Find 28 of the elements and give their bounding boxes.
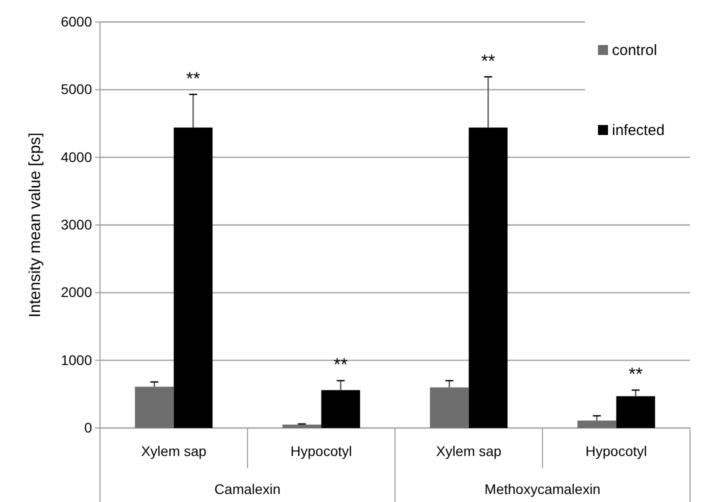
bar — [430, 387, 469, 428]
y-tick-label: 0 — [84, 419, 92, 436]
bar — [174, 128, 213, 428]
y-axis-title: Intensity mean value [cps] — [27, 132, 44, 318]
y-tick-label: 6000 — [60, 13, 92, 30]
bar — [321, 390, 360, 428]
text: Methoxycamalexin — [484, 481, 600, 497]
bar — [282, 424, 322, 428]
annotation: ** — [334, 354, 348, 375]
x-tick-label: Hypocotyl — [290, 442, 352, 459]
y-tick-label: 3000 — [60, 216, 92, 232]
y-tick-label: 2000 — [60, 284, 92, 300]
x-tick-label: Xylem sap — [141, 442, 207, 459]
bar — [134, 386, 174, 428]
annotation: ** — [186, 68, 200, 88]
y-tick-label: 1000 — [60, 352, 92, 368]
x-tick-label: Xylem sap — [436, 442, 502, 459]
text: Camalexin — [214, 481, 281, 497]
legend-label: infected — [612, 122, 665, 139]
x-tick-label: Hypocotyl — [586, 442, 647, 459]
legend-label: control — [612, 42, 658, 59]
bar — [577, 420, 616, 428]
bar — [616, 396, 656, 428]
annotation: ** — [628, 364, 643, 384]
annotation: ** — [481, 50, 496, 71]
y-tick-label: 4000 — [60, 148, 92, 165]
y-tick-label: 5000 — [60, 81, 92, 98]
bar — [468, 128, 508, 428]
